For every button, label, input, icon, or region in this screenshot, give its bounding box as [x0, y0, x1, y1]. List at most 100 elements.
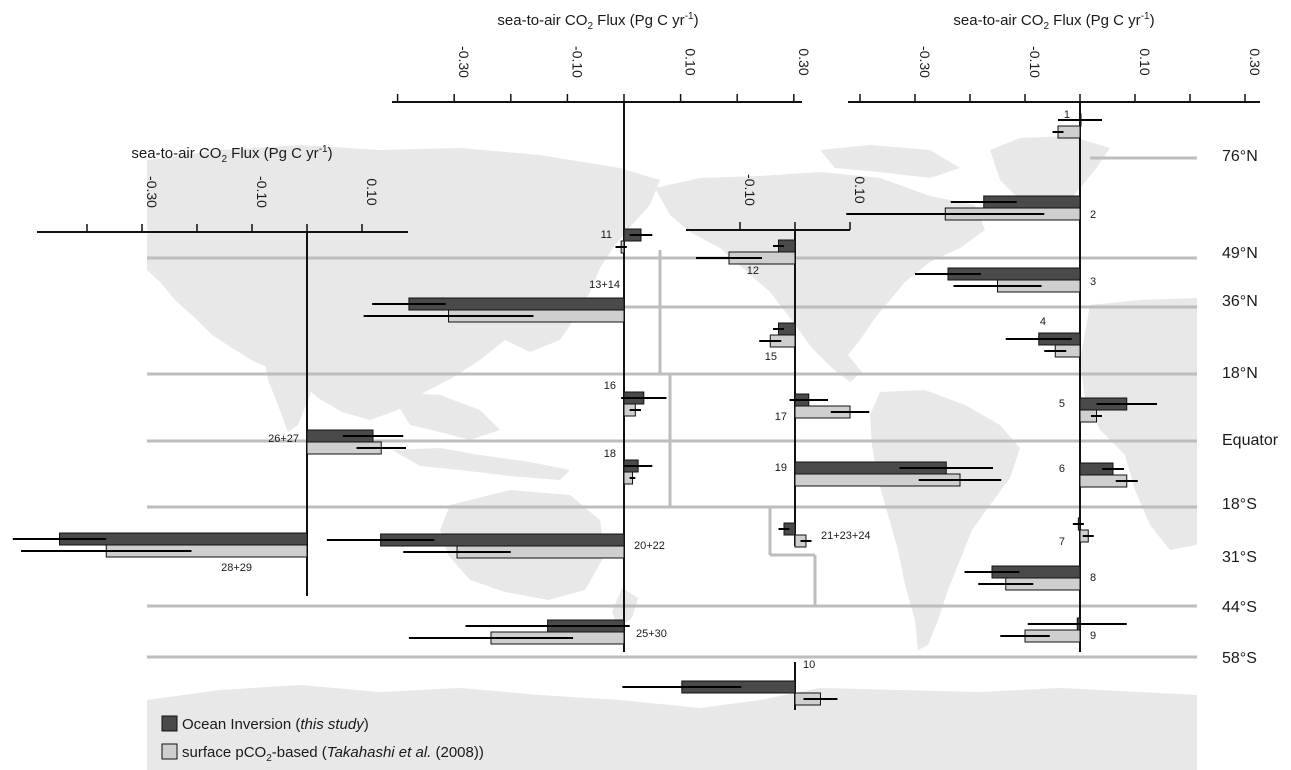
region-label-16: 16 [604, 380, 616, 392]
land-indonesia [392, 448, 570, 480]
axis-title-part: 2 [1043, 21, 1049, 32]
axis-title-part: Flux (Pg C yr [1049, 12, 1141, 29]
axis-title-part: 2 [221, 154, 227, 165]
axis-title-pacific-west: sea-to-air CO2 Flux (Pg C yr-1) [497, 11, 698, 32]
region-1: 1 [1052, 109, 1102, 139]
axis-title-part: -1 [685, 11, 694, 22]
region-25+30: 25+30 [408, 619, 667, 645]
axis-title-atlantic: sea-to-air CO2 Flux (Pg C yr-1) [953, 11, 1154, 32]
legend-swatch-inversion [161, 715, 178, 732]
region-label-3: 3 [1090, 276, 1096, 288]
region-15: 15 [759, 322, 796, 363]
axis-title-part: sea-to-air CO [953, 12, 1043, 29]
legend-pco2-post: (2008)) [431, 744, 484, 761]
legend-pco2-mid: -based ( [272, 744, 327, 761]
region-label-8: 8 [1090, 572, 1096, 584]
region-label-20+22: 20+22 [634, 540, 665, 552]
land-antarctica [147, 685, 1197, 770]
region-label-13+14: 13+14 [589, 279, 620, 291]
region-label-15: 15 [765, 351, 777, 363]
legend-pco2-em: Takahashi et al. [327, 744, 432, 761]
region-17: 17 [775, 393, 870, 423]
land-africa [1080, 298, 1197, 550]
axis-title-part: sea-to-air CO [131, 145, 221, 162]
tick-label-pacific-west: -0.30 [456, 46, 472, 78]
legend-swatch-pco2 [161, 743, 178, 760]
latitude-label: 18°N [1222, 365, 1258, 382]
land-canadian-arctic [820, 145, 960, 178]
axis-title-indian: sea-to-air CO2 Flux (Pg C yr-1) [131, 144, 332, 165]
region-label-9: 9 [1090, 630, 1096, 642]
region-19: 19 [775, 461, 1002, 487]
axis-title-part: Flux (Pg C yr [593, 12, 685, 29]
region-label-6: 6 [1059, 463, 1065, 475]
tick-label-indian: 0.10 [364, 178, 380, 205]
region-label-1: 1 [1064, 109, 1070, 121]
region-label-21+23+24: 21+23+24 [821, 530, 871, 542]
region-label-26+27: 26+27 [268, 433, 299, 445]
region-11: 11 [601, 228, 653, 254]
chart-bars: 12345678910111213+14151617181920+2221+23… [12, 109, 1157, 710]
land-north-america [655, 172, 985, 382]
latitude-labels: 76°N 49°N 36°N 18°N Equator 18°S 31°S 44°S 58°S [1222, 148, 1279, 667]
region-label-12: 12 [747, 265, 759, 277]
axis-title-part: Flux (Pg C yr [227, 145, 319, 162]
region-21+23+24: 21+23+24 [778, 522, 871, 548]
region-20+22: 20+22 [326, 533, 665, 559]
tick-label-indian: -0.10 [254, 176, 270, 208]
tick-label-indian: -0.30 [144, 176, 160, 208]
tick-label-atlantic: -0.10 [1027, 46, 1043, 78]
axis-title-part: -1 [319, 144, 328, 155]
legend-inversion-pre: Ocean Inversion ( [182, 716, 300, 733]
latitude-label: 18°S [1222, 496, 1257, 513]
land-south-america [870, 390, 1020, 650]
region-13+14: 13+14 [363, 279, 625, 323]
axis-title-part: 2 [587, 21, 593, 32]
axis-title-part: ) [694, 12, 699, 29]
latitude-label: 36°N [1222, 293, 1258, 310]
tick-label-pacific-east: -0.10 [742, 174, 758, 206]
region-16: 16 [604, 380, 667, 417]
land-india [262, 340, 318, 432]
region-26+27: 26+27 [268, 429, 406, 455]
region-label-28+29: 28+29 [221, 562, 252, 574]
latitude-label: 49°N [1222, 245, 1258, 262]
axis-title-part: sea-to-air CO [497, 12, 587, 29]
region-12: 12 [696, 239, 796, 277]
region-28+29: 28+29 [12, 532, 308, 574]
region-label-5: 5 [1059, 398, 1065, 410]
latitude-label: 31°S [1222, 549, 1257, 566]
legend-label-pco2: surface pCO2-based (Takahashi et al. (20… [182, 744, 484, 764]
region-2: 2 [846, 195, 1096, 221]
region-label-19: 19 [775, 462, 787, 474]
axis-pacific-east: -0.10 0.10 [686, 174, 868, 546]
region-9: 9 [1000, 617, 1127, 643]
region-18: 18 [604, 448, 653, 485]
latitude-label: 44°S [1222, 599, 1257, 616]
region-label-25+30: 25+30 [636, 628, 667, 640]
latitude-label: 76°N [1222, 148, 1258, 165]
legend-pco2-pre: surface pCO [182, 744, 266, 761]
legend-inversion-post: ) [364, 716, 369, 733]
region-7: 7 [1059, 517, 1094, 548]
region-label-4: 4 [1040, 316, 1046, 328]
tick-label-atlantic: 0.30 [1247, 48, 1263, 75]
tick-label-atlantic: -0.30 [917, 46, 933, 78]
axis-title-part: -1 [1141, 11, 1150, 22]
region-4: 4 [1005, 316, 1081, 358]
tick-label-atlantic: 0.10 [1137, 48, 1153, 75]
region-label-7: 7 [1059, 536, 1065, 548]
tick-label-pacific-east: 0.10 [852, 176, 868, 203]
region-10: 10 [622, 659, 838, 710]
region-label-2: 2 [1090, 209, 1096, 221]
axis-title-part: ) [328, 145, 333, 162]
legend: Ocean Inversion (this study) surface pCO… [161, 715, 484, 764]
axis-pacific-west: -0.30 -0.10 0.10 0.30 sea-to-air CO2 Flux (P… [392, 11, 812, 652]
region-label-10: 10 [803, 659, 815, 671]
axis-indian: -0.30 -0.10 0.10 sea-to-air CO2 Flux (Pg C … [37, 144, 408, 596]
region-label-17: 17 [775, 411, 787, 423]
axis-title-part: ) [1150, 12, 1155, 29]
